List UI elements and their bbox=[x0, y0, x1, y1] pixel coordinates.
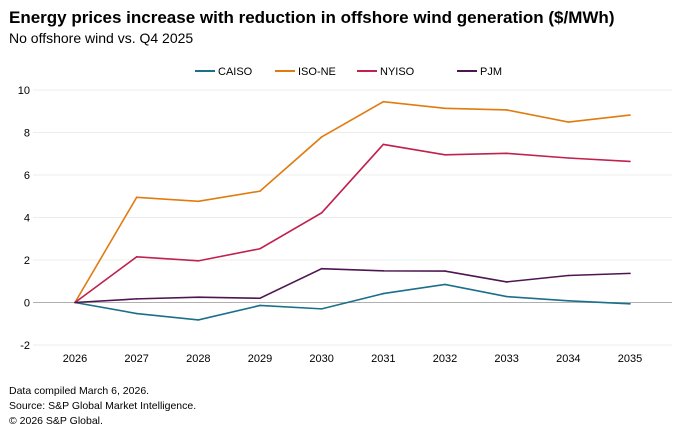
legend-item-caiso: CAISO bbox=[195, 66, 253, 78]
y-tick-label: 6 bbox=[24, 170, 30, 182]
data-point bbox=[567, 121, 570, 123]
note-source: Source: S&P Global Market Intelligence. bbox=[9, 400, 197, 412]
chart-notes: Data compiled March 6, 2026. Source: S&P… bbox=[9, 384, 196, 429]
data-point bbox=[320, 212, 323, 214]
x-tick-label: 2031 bbox=[371, 353, 395, 365]
legend-item-pjm: PJM bbox=[457, 66, 502, 78]
data-point bbox=[382, 100, 385, 103]
y-tick-label: 0 bbox=[24, 298, 30, 310]
x-tick-label: 2026 bbox=[63, 353, 87, 365]
data-point bbox=[444, 270, 446, 272]
data-point bbox=[382, 143, 385, 146]
data-point bbox=[444, 107, 446, 110]
data-point bbox=[320, 308, 323, 310]
data-point bbox=[259, 247, 261, 250]
x-tick-label: 2030 bbox=[309, 353, 333, 365]
data-point bbox=[259, 304, 261, 307]
legend-item-iso-ne: ISO-NE bbox=[275, 66, 336, 78]
data-point bbox=[320, 136, 323, 138]
series-iso-ne bbox=[74, 100, 631, 304]
data-point bbox=[74, 301, 76, 304]
data-point bbox=[135, 312, 138, 315]
legend-item-nyiso: NYISO bbox=[357, 66, 415, 78]
x-tick-label: 2029 bbox=[248, 353, 272, 365]
data-point bbox=[567, 300, 570, 302]
data-point bbox=[135, 256, 138, 258]
data-point bbox=[629, 114, 631, 116]
series-line bbox=[74, 143, 631, 304]
data-point bbox=[444, 283, 446, 286]
data-point bbox=[567, 274, 570, 277]
data-point bbox=[197, 296, 200, 298]
data-point bbox=[629, 302, 631, 305]
chart-subtitle: No offshore wind vs. Q4 2025 bbox=[9, 30, 194, 46]
data-point bbox=[567, 157, 570, 159]
data-point bbox=[320, 267, 323, 270]
data-point bbox=[382, 292, 385, 295]
series-line bbox=[74, 100, 631, 303]
data-point bbox=[197, 319, 200, 321]
x-tick-label: 2035 bbox=[618, 353, 642, 365]
data-point bbox=[259, 297, 261, 300]
note-copyright: © 2026 S&P Global. bbox=[9, 415, 103, 427]
y-tick-label: 2 bbox=[24, 255, 30, 267]
series-line bbox=[74, 267, 631, 304]
data-point bbox=[505, 281, 508, 283]
data-point bbox=[197, 260, 200, 262]
legend-label: NYISO bbox=[380, 66, 415, 78]
data-point bbox=[135, 298, 138, 300]
series-nyiso bbox=[74, 143, 631, 304]
chart-title: Energy prices increase with reduction in… bbox=[9, 8, 615, 27]
data-point bbox=[382, 270, 385, 272]
y-tick-label: 8 bbox=[24, 128, 30, 140]
x-tick-label: 2034 bbox=[556, 353, 580, 365]
series-pjm bbox=[74, 267, 631, 304]
data-point bbox=[505, 295, 508, 298]
data-point bbox=[197, 200, 200, 203]
data-point bbox=[259, 190, 261, 192]
data-point bbox=[629, 160, 631, 163]
legend-label: CAISO bbox=[218, 66, 253, 78]
x-tick-label: 2032 bbox=[433, 353, 457, 365]
x-tick-label: 2028 bbox=[186, 353, 210, 365]
data-point bbox=[135, 196, 138, 199]
data-point bbox=[505, 109, 508, 111]
data-point bbox=[629, 272, 631, 275]
data-point bbox=[505, 152, 508, 155]
y-tick-label: 4 bbox=[24, 213, 30, 225]
x-tick-label: 2033 bbox=[494, 353, 518, 365]
y-tick-label: 10 bbox=[18, 85, 30, 97]
series-line bbox=[74, 283, 631, 321]
y-tick-label: -2 bbox=[20, 340, 30, 352]
note-data-compiled: Data compiled March 6, 2026. bbox=[9, 385, 150, 397]
x-tick-label: 2027 bbox=[124, 353, 148, 365]
legend-label: PJM bbox=[480, 66, 502, 78]
legend-label: ISO-NE bbox=[298, 66, 336, 78]
data-point bbox=[444, 154, 446, 156]
